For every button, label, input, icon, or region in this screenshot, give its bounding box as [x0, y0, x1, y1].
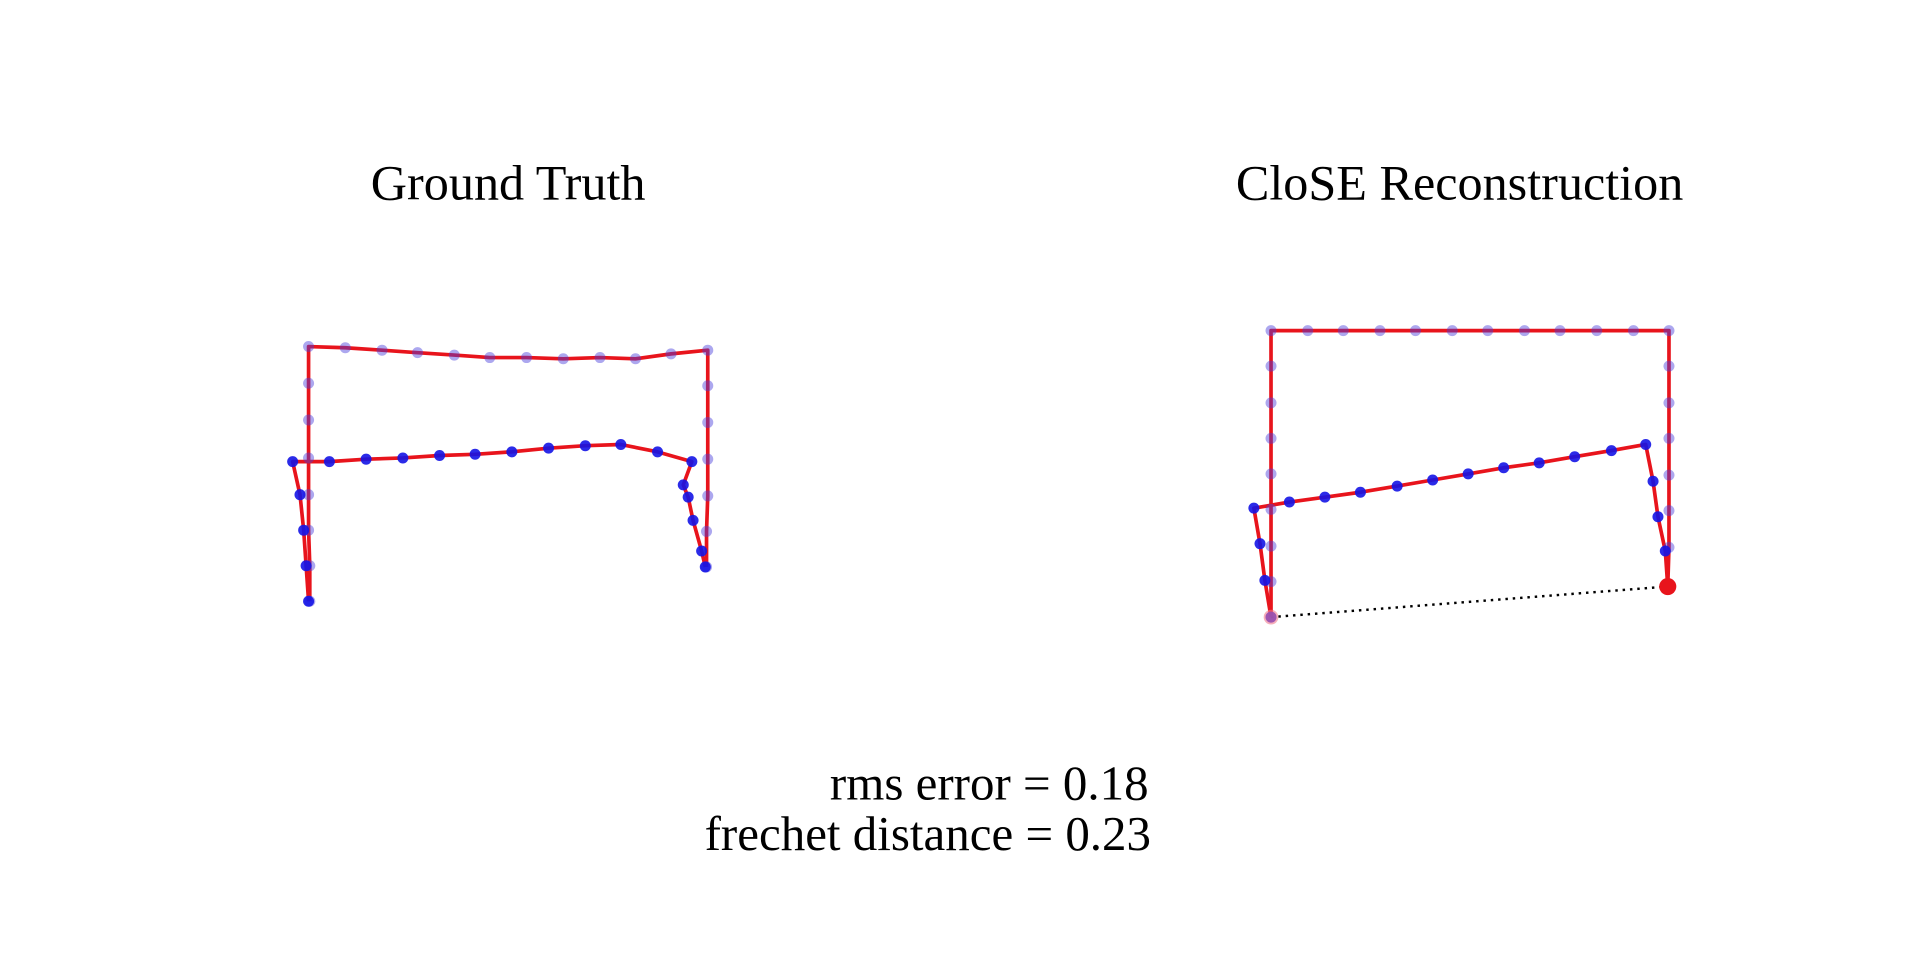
end-point — [1659, 577, 1677, 596]
stroke-point — [1663, 432, 1675, 444]
stroke-point — [1265, 503, 1277, 515]
stroke-point — [298, 524, 310, 536]
stroke-point — [1554, 325, 1566, 337]
stroke-point — [434, 450, 446, 462]
stroke-point — [1354, 486, 1366, 498]
panel-title: CloSE Reconstruction — [1236, 155, 1683, 211]
stroke-point — [1663, 325, 1675, 337]
stroke-point — [1265, 360, 1277, 372]
stroke-point — [1446, 325, 1458, 337]
stroke-point — [1391, 480, 1403, 492]
stroke-point — [303, 414, 315, 426]
stroke-point — [687, 514, 699, 526]
stroke-line — [306, 344, 710, 602]
stroke-point — [1482, 325, 1494, 337]
stroke-point — [1663, 397, 1675, 409]
stroke-point — [543, 442, 555, 454]
stroke-point — [521, 352, 533, 364]
stroke-point — [287, 456, 299, 468]
stroke-point — [1337, 325, 1349, 337]
stroke-point — [696, 545, 708, 557]
closing-gap — [1270, 585, 1668, 619]
stroke-point — [484, 352, 496, 364]
stroke-line — [1252, 442, 1670, 618]
stroke-point — [677, 479, 689, 491]
stroke-point — [702, 416, 714, 428]
stroke-point — [360, 453, 372, 465]
stroke-point — [1265, 432, 1277, 444]
stroke-point — [339, 342, 351, 354]
stroke-point — [1248, 502, 1260, 514]
stroke-point — [594, 352, 606, 364]
stroke-point — [652, 446, 664, 458]
stroke-point — [376, 344, 388, 356]
stroke-point — [1640, 438, 1652, 450]
stroke-point — [469, 448, 481, 460]
stroke-point — [702, 380, 714, 392]
stroke-point — [1663, 469, 1675, 481]
stroke-point — [1569, 451, 1581, 463]
stroke-point — [303, 595, 315, 607]
stroke-point — [303, 452, 315, 464]
stroke-point — [557, 353, 569, 365]
stroke-point — [1605, 445, 1617, 457]
stroke-point — [686, 456, 698, 468]
stroke-point — [1254, 538, 1266, 550]
stroke-point — [1591, 325, 1603, 337]
stroke-point — [1647, 475, 1659, 487]
stroke-point — [1265, 325, 1277, 337]
frechet-distance: frechet distance = 0.23 — [705, 806, 1151, 861]
stroke-point — [1302, 325, 1314, 337]
stroke-line — [290, 442, 708, 602]
stroke-point — [397, 452, 409, 464]
stroke-point — [1259, 574, 1271, 586]
stroke-point — [682, 491, 694, 503]
stroke-point — [303, 341, 315, 353]
stroke-point — [1427, 474, 1439, 486]
stroke-point — [1518, 325, 1530, 337]
panel-title: Ground Truth — [371, 155, 646, 211]
stroke-point — [1265, 468, 1277, 480]
stroke-point — [448, 349, 460, 361]
stroke-point — [1659, 545, 1671, 557]
stroke-point — [506, 446, 518, 458]
stroke-point — [412, 347, 424, 359]
stroke-point — [699, 561, 711, 573]
stroke-point — [1498, 462, 1510, 474]
stroke-point — [615, 438, 627, 450]
stroke-point — [323, 456, 335, 468]
stroke-point — [303, 489, 315, 501]
stroke-line — [1269, 328, 1671, 618]
stroke-point — [1283, 496, 1295, 508]
stroke-point — [702, 490, 714, 502]
stroke-point — [303, 377, 315, 389]
stroke-point — [630, 353, 642, 365]
stroke-point — [1663, 505, 1675, 517]
stroke-point — [701, 525, 713, 537]
stroke-point — [1533, 457, 1545, 469]
stroke-point — [300, 560, 312, 572]
rms-error: rms error = 0.18 — [830, 756, 1149, 811]
stroke-point — [1265, 540, 1277, 552]
stroke-point — [1652, 511, 1664, 523]
stroke-point — [1410, 325, 1422, 337]
stroke-point — [1319, 491, 1331, 503]
stroke-point — [294, 489, 306, 501]
stroke-point — [702, 453, 714, 465]
start-point — [1263, 609, 1279, 625]
stroke-point — [579, 440, 591, 452]
stroke-point — [1374, 325, 1386, 337]
stroke-point — [1462, 468, 1474, 480]
stroke-point — [702, 344, 714, 356]
stroke-point — [1627, 325, 1639, 337]
stroke-point — [1663, 360, 1675, 372]
stroke-point — [1265, 397, 1277, 409]
stroke-point — [665, 348, 677, 360]
